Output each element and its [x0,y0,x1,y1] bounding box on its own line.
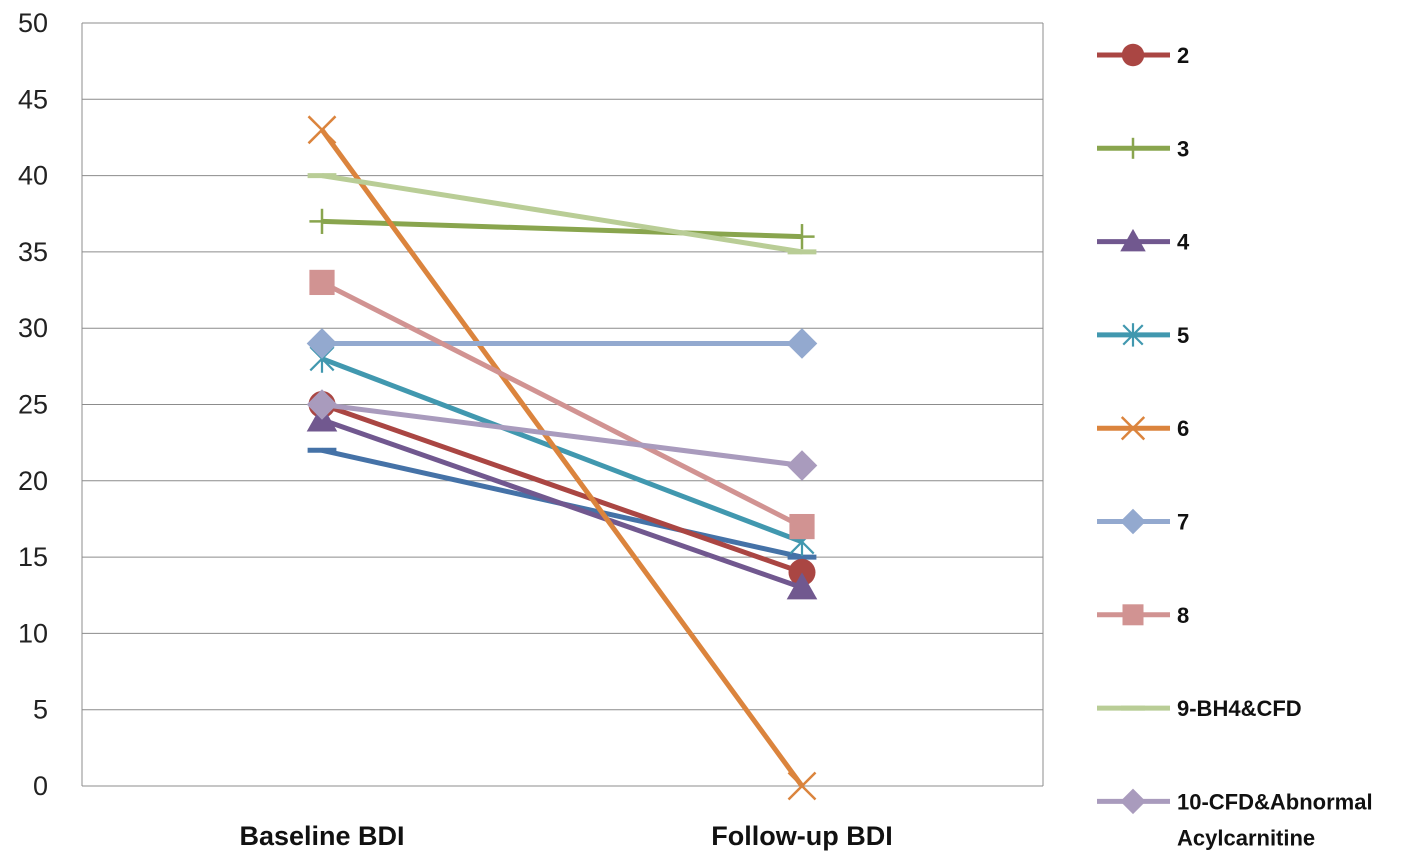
series-line [319,128,805,788]
legend-label: 3 [1177,136,1189,161]
legend-item: 10-CFD&Abnormal Acylcarnitine [1097,788,1373,850]
legend-marker [1120,416,1146,441]
series-line [321,356,803,545]
data-point [309,208,335,234]
series-7 [306,328,818,359]
data-point [306,328,338,359]
series-line [321,173,803,255]
marker-x-b [787,771,817,801]
legend: 2 3 4 5 6 7 8 9-BH4&CFD 10-CFD&Abnormal Acylcarni… [1097,43,1373,850]
legend-label: 6 [1177,416,1189,441]
series-line [321,417,803,590]
legend-marker [1120,788,1146,815]
legend-marker [1120,508,1146,535]
y-tick-label: 25 [18,390,48,420]
legend-item: 4 [1097,228,1190,255]
legend-marker [1122,604,1144,626]
legend-label: 8 [1177,603,1189,628]
series-5 [309,344,815,556]
series-8 [309,269,815,540]
legend-marker [1121,43,1145,67]
data-point [789,224,815,250]
data-point [306,389,338,420]
y-tick-label: 0 [33,771,48,801]
series-10-cfdabnormal [306,389,818,481]
marker-x-b [307,115,337,145]
y-tick-label: 5 [33,695,48,725]
legend-label: 2 [1177,43,1189,68]
series-line [320,280,804,529]
legend-item: 2 [1097,43,1189,68]
series-6 [307,115,817,801]
y-tick-label: 40 [18,161,48,191]
y-tick-label: 20 [18,466,48,496]
legend-label: 4 [1177,230,1190,255]
legend-marker [1122,323,1144,347]
x-tick-label: Follow-up BDI [711,821,892,851]
y-tick-label: 45 [18,84,48,114]
y-axis: 0 5 10 15 20 25 30 35 40 45 50 [18,8,1044,801]
legend-item: 7 [1097,508,1189,535]
data-point [786,572,818,600]
x-tick-label: Baseline BDI [239,821,404,851]
y-tick-label: 30 [18,313,48,343]
legend-item: 6 [1097,416,1189,441]
y-tick-label: 50 [18,8,48,38]
y-tick-label: 10 [18,618,48,648]
series-line [321,402,803,575]
legend-item: 3 [1097,136,1189,161]
data-point [786,450,818,481]
legend-item: 5 [1097,323,1189,348]
series-line [321,402,803,469]
legend-item: 9-BH4&CFD [1097,696,1302,721]
legend-label: 10-CFD&Abnormal [1177,789,1373,814]
legend-label: Acylcarnitine [1177,825,1315,850]
y-tick-label: 35 [18,237,48,267]
marker-x-b [1120,416,1146,441]
legend-marker [1120,228,1146,252]
legend-label: 9-BH4&CFD [1177,696,1302,721]
series-3 [309,208,815,250]
x-axis: Baseline BDI Follow-up BDI [239,821,892,851]
series-line [321,218,803,240]
series-9-bh4cfd [307,173,817,255]
legend-label: 7 [1177,510,1189,535]
data-point [307,115,337,145]
y-tick-label: 15 [18,542,48,572]
data-point [786,328,818,359]
data-point [309,269,335,296]
legend-label: 5 [1177,323,1189,348]
data-point [787,771,817,801]
data-point [789,513,815,540]
series-layer [306,115,818,801]
legend-item: 8 [1097,603,1189,628]
legend-marker [1122,137,1144,159]
